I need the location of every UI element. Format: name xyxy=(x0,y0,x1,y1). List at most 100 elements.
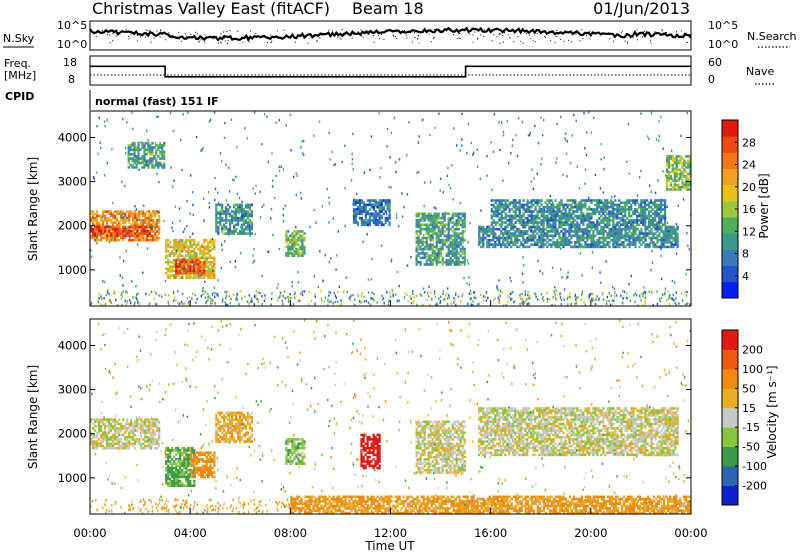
scatter-cell xyxy=(614,195,616,198)
clutter-cell xyxy=(537,298,539,301)
echo-cell xyxy=(510,241,513,244)
echo-cell xyxy=(608,214,611,218)
echo-cell xyxy=(425,230,428,233)
echo-cell xyxy=(179,241,182,244)
echo-cell xyxy=(287,247,290,251)
echo-cell xyxy=(227,212,230,216)
scatter-cell xyxy=(228,233,230,236)
noise-sample xyxy=(378,38,380,40)
echo-cell xyxy=(100,214,103,218)
clutter-cell xyxy=(113,292,115,295)
echo-cell xyxy=(667,155,671,158)
echo-cell xyxy=(203,254,206,257)
echo-cell xyxy=(622,243,625,246)
echo-cell xyxy=(656,238,659,242)
echo-cell xyxy=(492,225,495,229)
echo-cell xyxy=(136,212,139,216)
echo-cell xyxy=(147,150,150,154)
echo-cell xyxy=(622,227,625,231)
echo-cell xyxy=(552,210,555,213)
echo-cell xyxy=(644,219,647,222)
clutter-cell xyxy=(450,302,452,305)
echo-cell xyxy=(199,274,202,277)
echo-cell xyxy=(352,221,356,224)
noise-sample xyxy=(609,38,611,40)
echo-cell xyxy=(463,258,466,262)
echo-cell xyxy=(185,241,188,244)
echo-cell xyxy=(578,245,581,249)
echo-cell xyxy=(219,219,222,222)
clutter-cell xyxy=(110,301,113,305)
echo-cell xyxy=(151,152,154,156)
echo-cell xyxy=(671,166,674,169)
echo-cell xyxy=(235,212,238,216)
echo-cell xyxy=(435,241,438,244)
scatter-cell xyxy=(468,276,470,279)
echo-cell xyxy=(516,201,519,204)
echo-cell xyxy=(177,254,180,257)
echo-cell xyxy=(146,219,149,222)
echo-cell xyxy=(159,144,162,147)
scatter-cell xyxy=(138,168,140,171)
noise-sample xyxy=(270,42,272,43)
noise-sample xyxy=(150,41,152,43)
scatter-cell xyxy=(613,287,616,290)
echo-cell xyxy=(628,245,631,249)
echo-cell xyxy=(674,234,677,238)
echo-cell xyxy=(437,212,440,216)
scatter-cell xyxy=(367,278,370,281)
scatter-cell xyxy=(491,188,493,191)
echo-cell xyxy=(562,203,565,207)
echo-cell xyxy=(562,205,565,209)
scatter-cell xyxy=(603,156,605,159)
clutter-cell xyxy=(121,292,123,295)
echo-cell xyxy=(209,272,212,275)
echo-cell xyxy=(193,272,196,275)
echo-cell xyxy=(675,168,678,171)
echo-cell xyxy=(588,219,591,222)
echo-cell xyxy=(116,227,119,231)
scatter-cell xyxy=(629,299,632,303)
echo-cell xyxy=(421,223,424,227)
echo-cell xyxy=(494,212,497,216)
echo-cell xyxy=(90,225,93,229)
clutter-cell xyxy=(644,296,646,300)
echo-cell xyxy=(566,219,569,222)
echo-cell xyxy=(421,243,424,246)
echo-cell xyxy=(570,208,573,211)
echo-cell xyxy=(179,258,182,262)
scatter-cell xyxy=(612,285,614,289)
echo-cell xyxy=(213,256,216,260)
clutter-cell xyxy=(442,292,444,296)
echo-cell xyxy=(207,261,210,264)
echo-cell xyxy=(628,210,631,213)
echo-cell xyxy=(131,152,134,156)
clutter-cell xyxy=(334,300,336,304)
echo-cell xyxy=(683,163,686,167)
echo-cell xyxy=(207,243,210,246)
echo-cell xyxy=(139,148,142,152)
echo-cell xyxy=(650,227,653,231)
echo-cell xyxy=(667,159,671,163)
echo-cell xyxy=(662,243,665,246)
echo-cell xyxy=(520,216,523,220)
echo-cell xyxy=(502,241,505,244)
echo-cell xyxy=(512,234,515,238)
echo-cell xyxy=(152,230,155,233)
echo-cell xyxy=(642,221,645,224)
echo-cell xyxy=(576,238,579,242)
echo-cell xyxy=(552,223,555,227)
echo-cell xyxy=(457,219,460,222)
echo-cell xyxy=(457,241,460,244)
clutter-cell xyxy=(308,302,310,306)
echo-cell xyxy=(668,238,671,242)
echo-cell xyxy=(159,163,162,167)
echo-cell xyxy=(646,214,649,218)
echo-cell xyxy=(96,232,99,235)
echo-cell xyxy=(453,263,456,266)
echo-cell xyxy=(248,225,251,229)
echo-cell xyxy=(435,225,438,229)
echo-cell xyxy=(453,227,456,231)
clutter-cell xyxy=(388,301,390,304)
echo-cell xyxy=(574,225,577,229)
